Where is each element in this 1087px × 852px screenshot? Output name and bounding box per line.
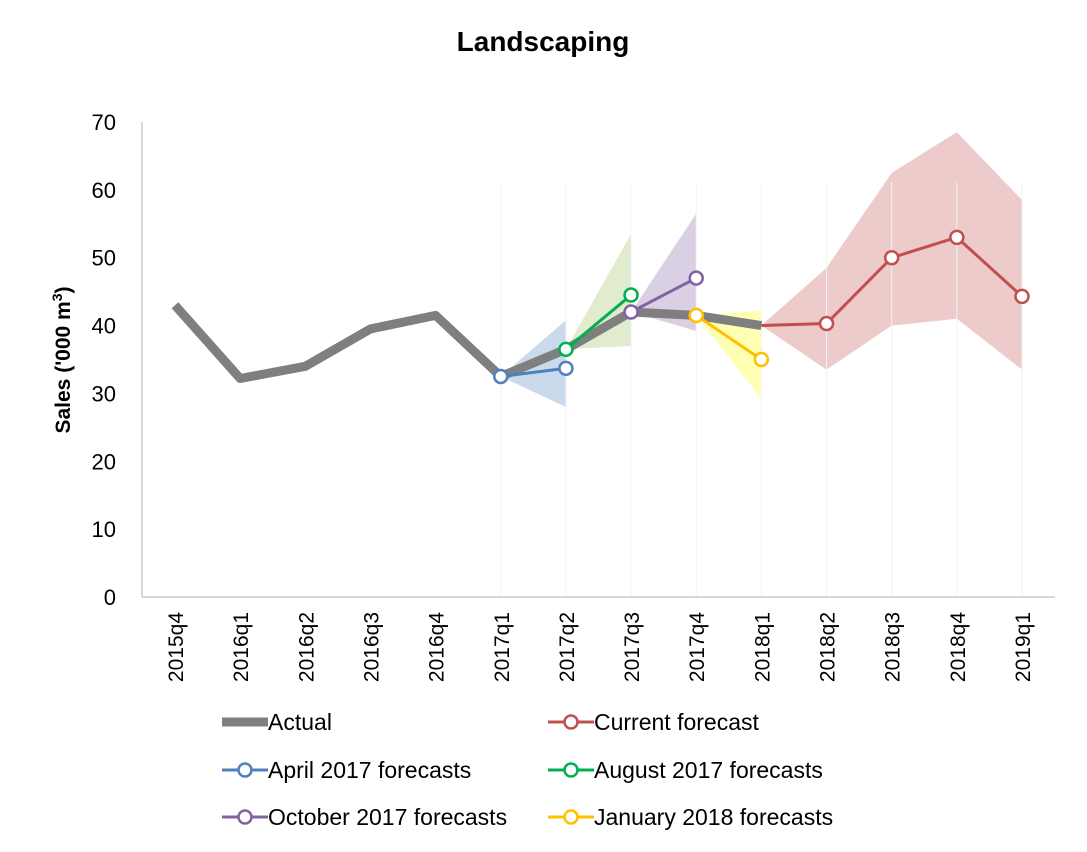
point-january-2018-forecasts: [753, 351, 770, 368]
point-august-2017-forecasts: [623, 287, 639, 303]
x-tick-label: 2017q2: [556, 612, 579, 682]
x-tick-label: 2018q4: [947, 612, 970, 682]
legend-entry-current-forecast: Current forecast: [548, 709, 760, 735]
line-january-2018-forecasts: [695, 314, 763, 361]
point-august-2017-forecasts: [558, 341, 574, 358]
y-axis-label-close: ): [52, 286, 75, 293]
category-gridlines: [500, 182, 1023, 597]
x-tick-label: 2017q3: [621, 612, 644, 682]
band-october-2017-forecasts: [631, 213, 697, 331]
legend-label: January 2018 forecasts: [594, 804, 833, 830]
point-april-2017-forecasts: [493, 368, 509, 385]
legend-entry-april-2017-forecasts: April 2017 forecasts: [222, 757, 471, 783]
y-tick-label: 20: [92, 449, 116, 474]
y-axis-label-group: Sales ('000 m3): [49, 286, 75, 433]
line-august-2017-forecasts: [564, 293, 633, 351]
point-current-forecast: [1014, 288, 1030, 305]
point-april-2017-forecasts: [558, 360, 574, 377]
axes: [141, 122, 1055, 598]
x-ticks: 2015q4 2016q1 2016q2 2016q3 2016q4 2017q1 2017…: [165, 612, 1035, 682]
point-october-2017-forecasts: [688, 270, 704, 286]
x-tick-label: 2019q1: [1012, 612, 1035, 682]
line-april-2017-forecasts: [500, 366, 567, 378]
point-current-forecast: [883, 249, 900, 266]
x-tick-label: 2016q2: [295, 612, 318, 682]
line-actual: [171, 302, 763, 383]
line-october-2017-forecasts: [630, 276, 697, 314]
y-tick-label: 50: [92, 246, 116, 271]
y-tick-label: 10: [92, 517, 116, 542]
x-tick-label: 2017q1: [491, 612, 514, 682]
legend: Actual Current forecast April 2017 forecas…: [222, 709, 833, 830]
y-tick-label: 40: [92, 314, 116, 339]
legend-entry-october-2017-forecasts: October 2017 forecasts: [222, 804, 507, 830]
legend-marker: [237, 809, 253, 825]
x-tick-label: 2018q2: [817, 612, 840, 682]
chart-title: Landscaping: [457, 26, 630, 57]
y-ticks: 0 10 20 30 40 50 60 70: [92, 110, 116, 610]
x-tick-label: 2017q4: [686, 612, 709, 682]
y-tick-label: 60: [92, 178, 116, 203]
point-current-forecast: [949, 229, 965, 246]
y-axis-label-sup: 3: [49, 293, 65, 301]
legend-marker: [563, 809, 579, 825]
legend-marker: [563, 762, 579, 778]
legend-label: August 2017 forecasts: [594, 757, 823, 783]
point-current-forecast: [818, 315, 835, 332]
x-tick-label: 2016q4: [426, 612, 449, 682]
legend-entry-august-2017-forecasts: August 2017 forecasts: [548, 757, 823, 783]
x-tick-label: 2018q3: [882, 612, 905, 682]
x-tick-label: 2015q4: [165, 612, 188, 682]
y-tick-label: 30: [92, 381, 116, 406]
x-tick-label: 2016q1: [230, 612, 253, 682]
legend-entry-actual: Actual: [222, 709, 332, 735]
x-tick-label: 2016q3: [360, 612, 383, 682]
legend-label: Current forecast: [594, 709, 760, 735]
legend-marker: [237, 762, 253, 778]
legend-label: April 2017 forecasts: [268, 757, 471, 783]
y-tick-label: 0: [104, 585, 116, 610]
legend-entry-january-2018-forecasts: January 2018 forecasts: [548, 804, 833, 830]
band-january-2018-forecasts: [696, 310, 762, 399]
legend-label: Actual: [268, 709, 332, 735]
point-january-2018-forecasts: [688, 307, 704, 324]
legend-marker: [563, 714, 579, 730]
y-axis-label: Sales ('000 m3): [49, 286, 75, 433]
y-tick-label: 70: [92, 110, 116, 135]
y-axis-label-main: Sales ('000 m: [52, 301, 75, 433]
legend-label: October 2017 forecasts: [268, 804, 507, 830]
x-tick-label: 2018q1: [751, 612, 774, 682]
point-october-2017-forecasts: [623, 304, 639, 320]
series-markers: [493, 229, 1030, 385]
